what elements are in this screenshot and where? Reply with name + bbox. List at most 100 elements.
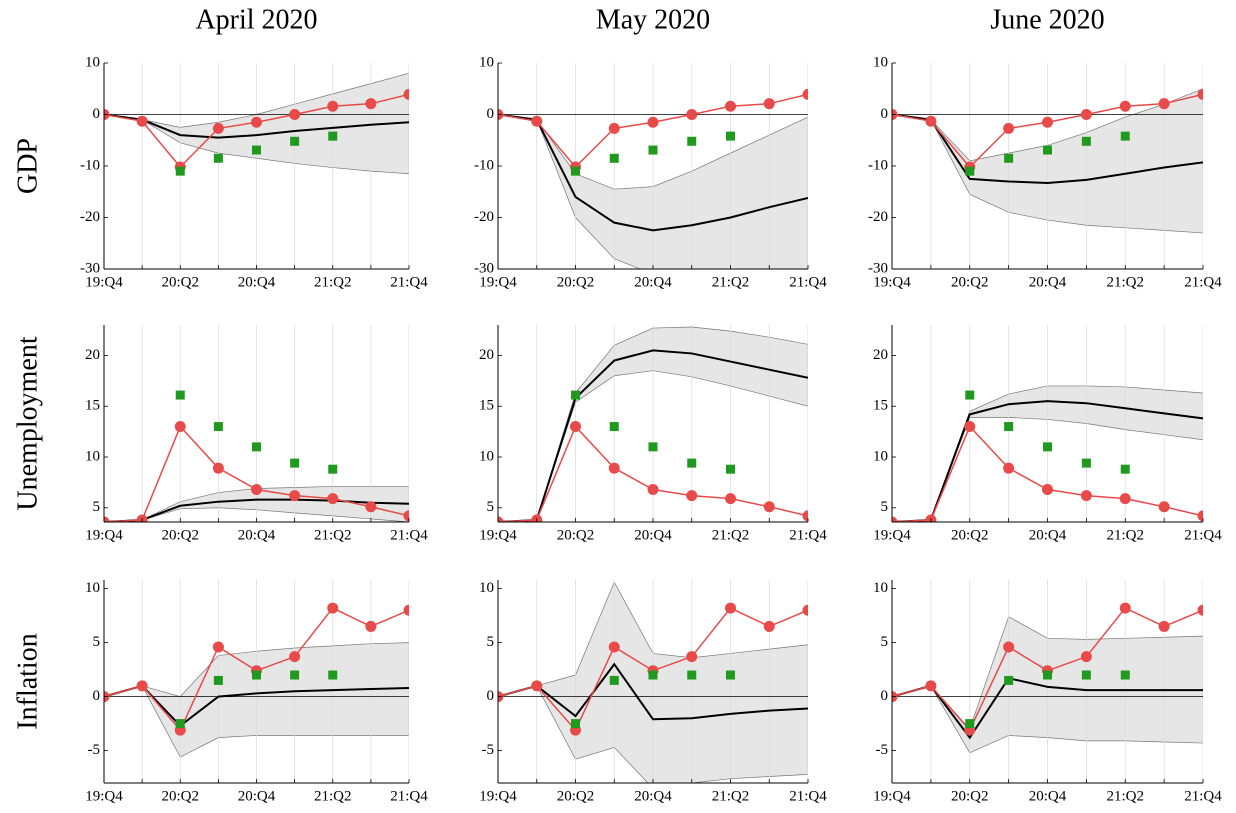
y-tick-label: 10 bbox=[85, 580, 100, 596]
panel: 19:Q4 20:Q2 20:Q4 21:Q2 21:Q4 -30 -20 -10 0 10 bbox=[868, 54, 1222, 290]
data-point bbox=[328, 464, 338, 474]
y-tick-label: 5 bbox=[93, 634, 101, 650]
data-point bbox=[136, 115, 148, 127]
data-point bbox=[1158, 501, 1170, 513]
y-tick-label: -20 bbox=[80, 209, 100, 225]
panel: 19:Q4 20:Q2 20:Q4 21:Q2 21:Q4 5 10 15 20 bbox=[479, 325, 827, 543]
x-tick-label: 19:Q4 bbox=[85, 527, 123, 543]
plot-area bbox=[498, 580, 808, 783]
column-title: June 2020 bbox=[990, 4, 1104, 35]
x-tick-label: 20:Q2 bbox=[557, 788, 595, 804]
panel: 19:Q4 20:Q2 20:Q4 21:Q2 21:Q4 -30 -20 -10 0 10 bbox=[474, 54, 827, 290]
x-tick-label: 20:Q4 bbox=[634, 274, 672, 290]
y-tick-label: -20 bbox=[474, 209, 494, 225]
data-point bbox=[965, 390, 975, 400]
data-point bbox=[1080, 651, 1092, 663]
y-tick-label: 0 bbox=[881, 688, 889, 704]
panel: 19:Q4 20:Q2 20:Q4 21:Q2 21:Q4 -5 0 5 10 bbox=[873, 580, 1222, 804]
x-tick-label: 20:Q4 bbox=[238, 527, 276, 543]
series-line bbox=[498, 349, 808, 522]
y-tick-label: 0 bbox=[93, 688, 101, 704]
y-tick-label: 10 bbox=[873, 448, 888, 464]
x-tick-label: 21:Q2 bbox=[712, 527, 750, 543]
data-point bbox=[1119, 602, 1131, 614]
data-point bbox=[212, 641, 224, 653]
x-tick-label: 19:Q4 bbox=[479, 788, 517, 804]
x-tick-label: 20:Q2 bbox=[162, 527, 200, 543]
plot-area bbox=[892, 63, 1203, 269]
x-tick-label: 21:Q4 bbox=[1184, 274, 1222, 290]
data-point bbox=[609, 153, 619, 163]
x-tick-label: 20:Q2 bbox=[162, 788, 200, 804]
data-point bbox=[726, 670, 735, 680]
x-tick-label: 19:Q4 bbox=[873, 274, 911, 290]
series-line bbox=[892, 113, 1203, 184]
data-point bbox=[686, 490, 698, 502]
x-tick-label: 19:Q4 bbox=[85, 274, 123, 290]
data-point bbox=[726, 131, 735, 141]
y-tick-label: 10 bbox=[479, 54, 494, 70]
data-point bbox=[1197, 510, 1203, 522]
y-tick-label: 5 bbox=[881, 499, 889, 515]
data-point bbox=[1042, 484, 1053, 496]
x-tick-label: 20:Q2 bbox=[162, 274, 200, 290]
x-tick-label: 20:Q4 bbox=[1029, 274, 1067, 290]
data-point bbox=[726, 464, 735, 474]
data-point bbox=[531, 680, 543, 692]
x-tick-label: 20:Q4 bbox=[1029, 527, 1067, 543]
data-point bbox=[365, 98, 377, 110]
data-point bbox=[1043, 670, 1052, 680]
y-tick-label: -10 bbox=[868, 157, 888, 173]
series-line bbox=[104, 113, 409, 139]
x-tick-label: 20:Q2 bbox=[557, 274, 595, 290]
data-point bbox=[1043, 442, 1052, 452]
data-point bbox=[725, 493, 736, 505]
y-tick-label: -5 bbox=[88, 742, 101, 758]
data-point bbox=[174, 421, 186, 433]
data-point bbox=[328, 131, 338, 141]
data-point bbox=[1080, 490, 1092, 502]
data-point bbox=[252, 145, 261, 155]
data-point bbox=[686, 109, 698, 120]
y-tick-label: -10 bbox=[80, 157, 100, 173]
data-point bbox=[925, 115, 937, 127]
data-point bbox=[290, 136, 300, 146]
data-point bbox=[570, 421, 581, 433]
x-tick-label: 20:Q4 bbox=[1029, 788, 1067, 804]
data-point bbox=[290, 670, 300, 680]
data-point bbox=[175, 390, 185, 400]
data-point bbox=[1003, 641, 1015, 653]
data-point bbox=[531, 115, 543, 127]
column-title: May 2020 bbox=[596, 4, 710, 35]
x-tick-label: 20:Q2 bbox=[951, 788, 989, 804]
data-point bbox=[213, 153, 223, 163]
data-point bbox=[763, 98, 775, 110]
column-title: April 2020 bbox=[195, 4, 317, 35]
data-point bbox=[1158, 98, 1170, 110]
x-tick-label: 19:Q4 bbox=[85, 788, 123, 804]
data-point bbox=[1004, 422, 1014, 432]
x-tick-label: 19:Q4 bbox=[873, 788, 911, 804]
data-point bbox=[571, 166, 580, 176]
series-line bbox=[892, 677, 1203, 740]
y-tick-label: 20 bbox=[85, 347, 100, 363]
data-point bbox=[1043, 145, 1052, 155]
x-tick-label: 21:Q2 bbox=[712, 788, 750, 804]
data-point bbox=[687, 136, 697, 146]
x-tick-label: 21:Q2 bbox=[1107, 527, 1145, 543]
data-point bbox=[892, 516, 898, 522]
data-point bbox=[802, 510, 808, 522]
plot-area bbox=[892, 325, 1203, 522]
data-point bbox=[763, 501, 775, 513]
x-tick-label: 21:Q4 bbox=[789, 527, 827, 543]
y-tick-label: 0 bbox=[487, 106, 495, 122]
x-tick-label: 21:Q4 bbox=[390, 274, 428, 290]
data-point bbox=[1197, 88, 1203, 100]
y-tick-label: 5 bbox=[487, 634, 495, 650]
panel: 19:Q4 20:Q2 20:Q4 21:Q2 21:Q4 -5 0 5 10 bbox=[85, 580, 428, 804]
data-point bbox=[763, 620, 775, 632]
data-point bbox=[571, 719, 580, 729]
y-tick-label: 0 bbox=[93, 106, 101, 122]
y-tick-label: 10 bbox=[479, 580, 494, 596]
x-tick-label: 20:Q4 bbox=[634, 788, 672, 804]
